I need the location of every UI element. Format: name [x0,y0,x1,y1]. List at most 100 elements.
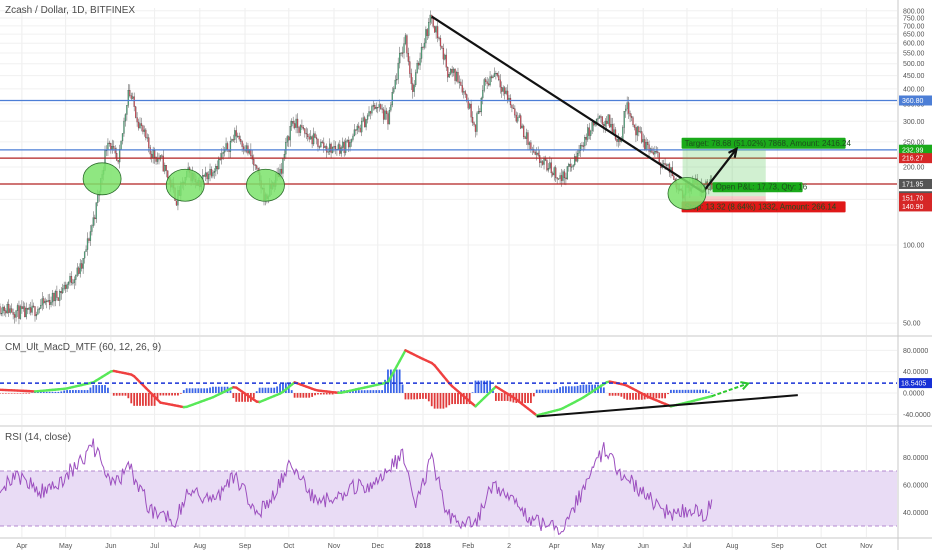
candle-down [417,63,420,66]
candle-down [479,111,481,113]
macd-trendline[interactable] [536,394,798,418]
price-pane[interactable]: Target: 78.68 (51.02%) 7868, Amount: 241… [0,10,897,325]
x-tick-label: Aug [194,543,207,550]
macd-histogram-bar [317,393,319,395]
forecast-arrow[interactable] [702,148,738,193]
candle-down [401,52,404,54]
candle-down [321,141,323,143]
macd-histogram-bar [544,389,547,393]
macd-forecast-arrow-head [740,381,751,391]
macd-histogram-bar [255,391,258,393]
candle-down [496,73,498,76]
candle-up [97,195,99,203]
candle-down [442,48,445,60]
candle-up [419,58,421,66]
macd-histogram-bar [168,393,171,396]
candle-down [485,79,487,82]
candle-up [25,307,27,318]
candle-up [47,300,49,302]
price-tag [899,193,932,204]
candle-up [361,120,363,133]
macd-histogram-bar [238,393,241,402]
candle-up [502,87,504,92]
macd-histogram-bar [503,393,506,401]
macd-histogram-bar [83,390,86,393]
macd-histogram-bar [127,393,130,399]
macd-histogram-bar [42,391,45,393]
candle-up [234,130,236,140]
macd-histogram-bar [209,387,211,393]
macd-histogram-bar [60,391,63,393]
macd-histogram-bar [424,393,427,399]
y-tick-label: 800.00 [903,8,925,15]
candle-down [34,306,36,317]
candle-down [250,149,252,156]
macd-histogram-bar [363,390,366,393]
rsi-pane[interactable] [0,438,897,535]
macd-histogram-bar [401,384,404,393]
candle-up [368,111,370,116]
candle-down [148,137,150,148]
macd-histogram-bar [214,386,217,393]
y-tick-label: 80.0000 [903,348,928,355]
candle-up [423,42,426,48]
macd-histogram-bar [579,385,582,393]
candle-up [6,304,8,314]
macd-histogram-bar [235,393,238,402]
candle-down [552,172,554,176]
candle-up [428,22,430,36]
trendline[interactable] [431,15,704,194]
candle-down [380,104,382,109]
candle-up [391,92,393,106]
candle-down [585,137,587,140]
candle-up [63,284,65,289]
candle-down [581,145,583,147]
candle-down [560,175,563,181]
macd-histogram-bar [220,386,223,393]
macd-histogram-bar [419,393,421,399]
macd-histogram-bar [2,393,4,394]
x-tick-label: Oct [816,543,827,550]
macd-histogram-bar [66,390,68,393]
position-loss-zone[interactable] [682,196,766,207]
macd-histogram-bar [284,382,287,393]
macd-histogram-bar [89,387,92,393]
macd-histogram-bar [436,393,439,409]
y-tick-label: 80.0000 [903,455,928,462]
candle-down [486,81,488,84]
macd-histogram-bar [381,390,384,393]
macd-histogram-bar [684,389,687,393]
candle-down [464,91,466,95]
candle-down [434,26,436,33]
highlight-ellipse[interactable] [246,168,285,202]
macd-forecast-arrow[interactable] [711,382,749,398]
macd-histogram-bar [153,393,156,406]
highlight-ellipse[interactable] [667,177,707,210]
macd-pane[interactable] [0,349,897,418]
macd-histogram-bar [174,393,176,396]
x-tick-label: May [591,543,605,550]
highlight-ellipse[interactable] [82,162,122,196]
candle-down [216,165,218,170]
candle-down [149,147,151,155]
highlight-ellipse[interactable] [165,168,205,202]
candle-down [651,148,653,153]
candle-up [310,136,312,140]
macd-histogram-bar [51,391,54,393]
candle-down [382,109,385,120]
price-tag-label: 140.90 [902,204,924,211]
x-tick-label: Apr [16,543,28,550]
candle-down [296,118,299,128]
candle-down [616,139,618,142]
candle-up [396,79,398,81]
candle-up [0,313,3,315]
macd-histogram-bar [506,393,509,401]
position-open-pnl-box [712,182,803,193]
macd-histogram-bar [369,390,372,393]
x-tick-label: Jun [105,543,116,550]
macd-histogram-bar [389,369,392,393]
macd-histogram-bar [696,389,699,393]
candle-up [543,157,545,165]
macd-histogram-bar [635,393,637,400]
macd-histogram-bar [139,393,141,406]
